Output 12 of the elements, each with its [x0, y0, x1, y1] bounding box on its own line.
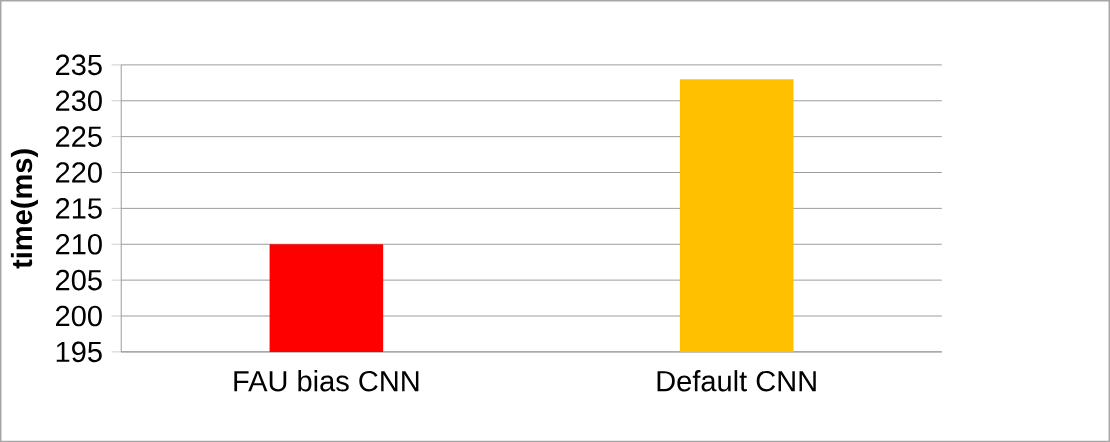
y-tick-label: 210: [56, 233, 102, 255]
y-tick-label: 200: [56, 305, 102, 327]
x-tick-label: FAU bias CNN: [234, 370, 419, 392]
y-tick-label: 235: [56, 54, 102, 76]
x-tick-label: Default CNN: [657, 370, 816, 392]
y-tick-label: 215: [56, 198, 102, 219]
y-tick-label: 195: [56, 341, 102, 363]
y-tick-label: 205: [56, 269, 102, 291]
y-axis-title: time(ms): [10, 149, 38, 269]
y-tick-label: 220: [56, 162, 102, 183]
y-tick-label: 230: [56, 90, 102, 111]
y-tick-label: 225: [56, 126, 102, 147]
